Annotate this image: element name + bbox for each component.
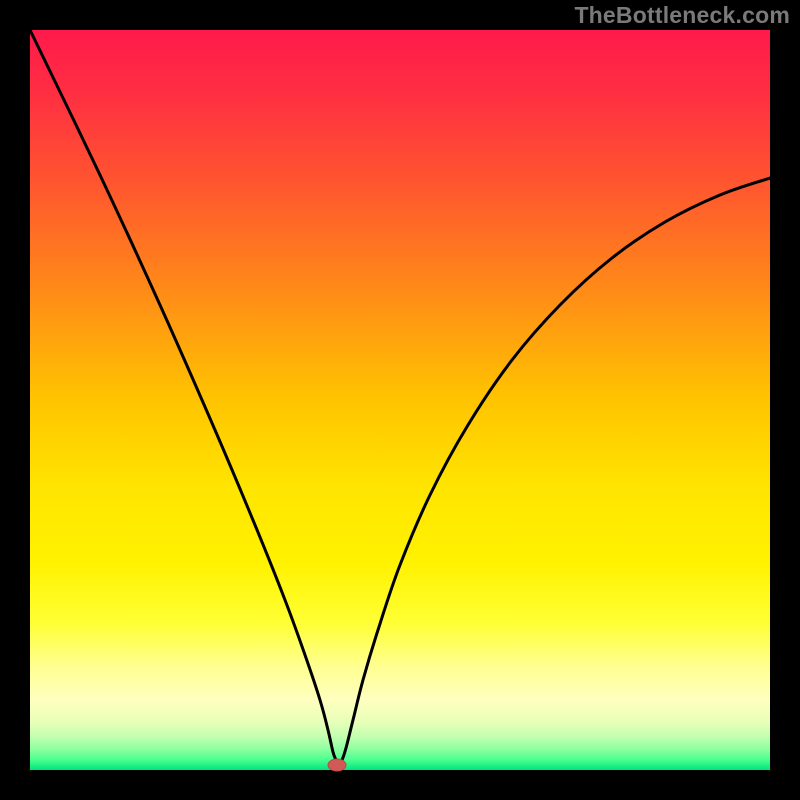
optimal-point-marker	[328, 759, 346, 771]
chart-container: TheBottleneck.com	[0, 0, 800, 800]
gradient-background	[30, 30, 770, 770]
bottleneck-chart	[0, 0, 800, 800]
watermark-text: TheBottleneck.com	[574, 2, 790, 29]
